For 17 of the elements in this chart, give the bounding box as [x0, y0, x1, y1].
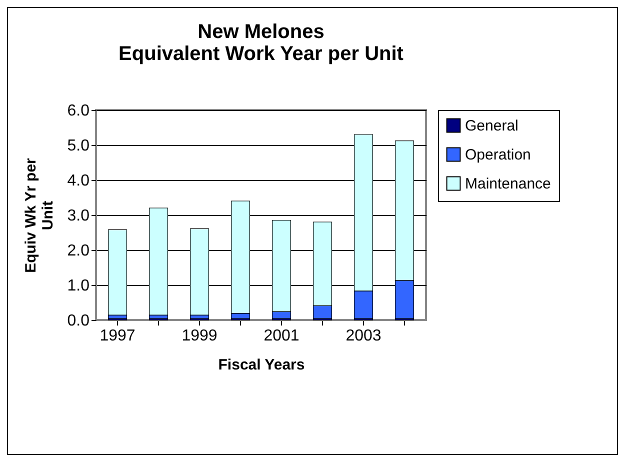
y-tick-label: 6.0: [67, 102, 90, 120]
y-tick-label: 4.0: [67, 172, 90, 190]
chart-title: New Melones Equivalent Work Year per Unit: [118, 21, 404, 65]
y-axis-title: Equiv Wk Yr per Unit: [22, 158, 56, 273]
x-tick-label: 1999: [182, 328, 218, 344]
legend-label: General: [465, 118, 518, 134]
x-tick-label: 1997: [100, 328, 136, 344]
legend-label: Operation: [465, 146, 531, 164]
y-tick-label: 1.0: [67, 278, 90, 294]
y-tick-label: 5.0: [67, 138, 90, 154]
legend-label: Maintenance: [465, 176, 551, 192]
y-tick-label: 3.0: [67, 208, 90, 224]
y-tick-label: 2.0: [67, 242, 90, 260]
y-tick-label: 0.0: [67, 312, 90, 330]
x-axis-title: Fiscal Years: [218, 356, 305, 374]
x-tick-label: 2003: [346, 328, 382, 344]
x-tick-label: 2001: [264, 328, 300, 344]
